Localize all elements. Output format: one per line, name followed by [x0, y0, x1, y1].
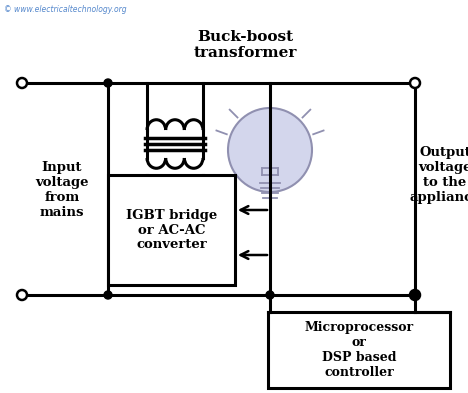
Bar	[268, 312, 450, 388]
Bar	[108, 175, 235, 285]
Text: IGBT bridge
or AC-AC
converter: IGBT bridge or AC-AC converter	[126, 209, 217, 252]
Circle shape	[104, 79, 112, 87]
Text: © www.electricaltechnology.org: © www.electricaltechnology.org	[4, 5, 127, 14]
Text: Buck-boost
transformer: Buck-boost transformer	[193, 30, 297, 60]
Circle shape	[411, 291, 419, 299]
Circle shape	[410, 78, 420, 88]
Text: Output
voltage
to the
appliance: Output voltage to the appliance	[409, 146, 468, 204]
Circle shape	[228, 108, 312, 192]
Circle shape	[411, 291, 419, 299]
Circle shape	[17, 290, 27, 300]
Circle shape	[17, 78, 27, 88]
Text: Microprocessor
or
DSP based
controller: Microprocessor or DSP based controller	[305, 321, 414, 379]
Circle shape	[104, 291, 112, 299]
Text: Input
voltage
from
mains: Input voltage from mains	[35, 161, 89, 219]
Circle shape	[266, 291, 274, 299]
Circle shape	[410, 290, 420, 300]
